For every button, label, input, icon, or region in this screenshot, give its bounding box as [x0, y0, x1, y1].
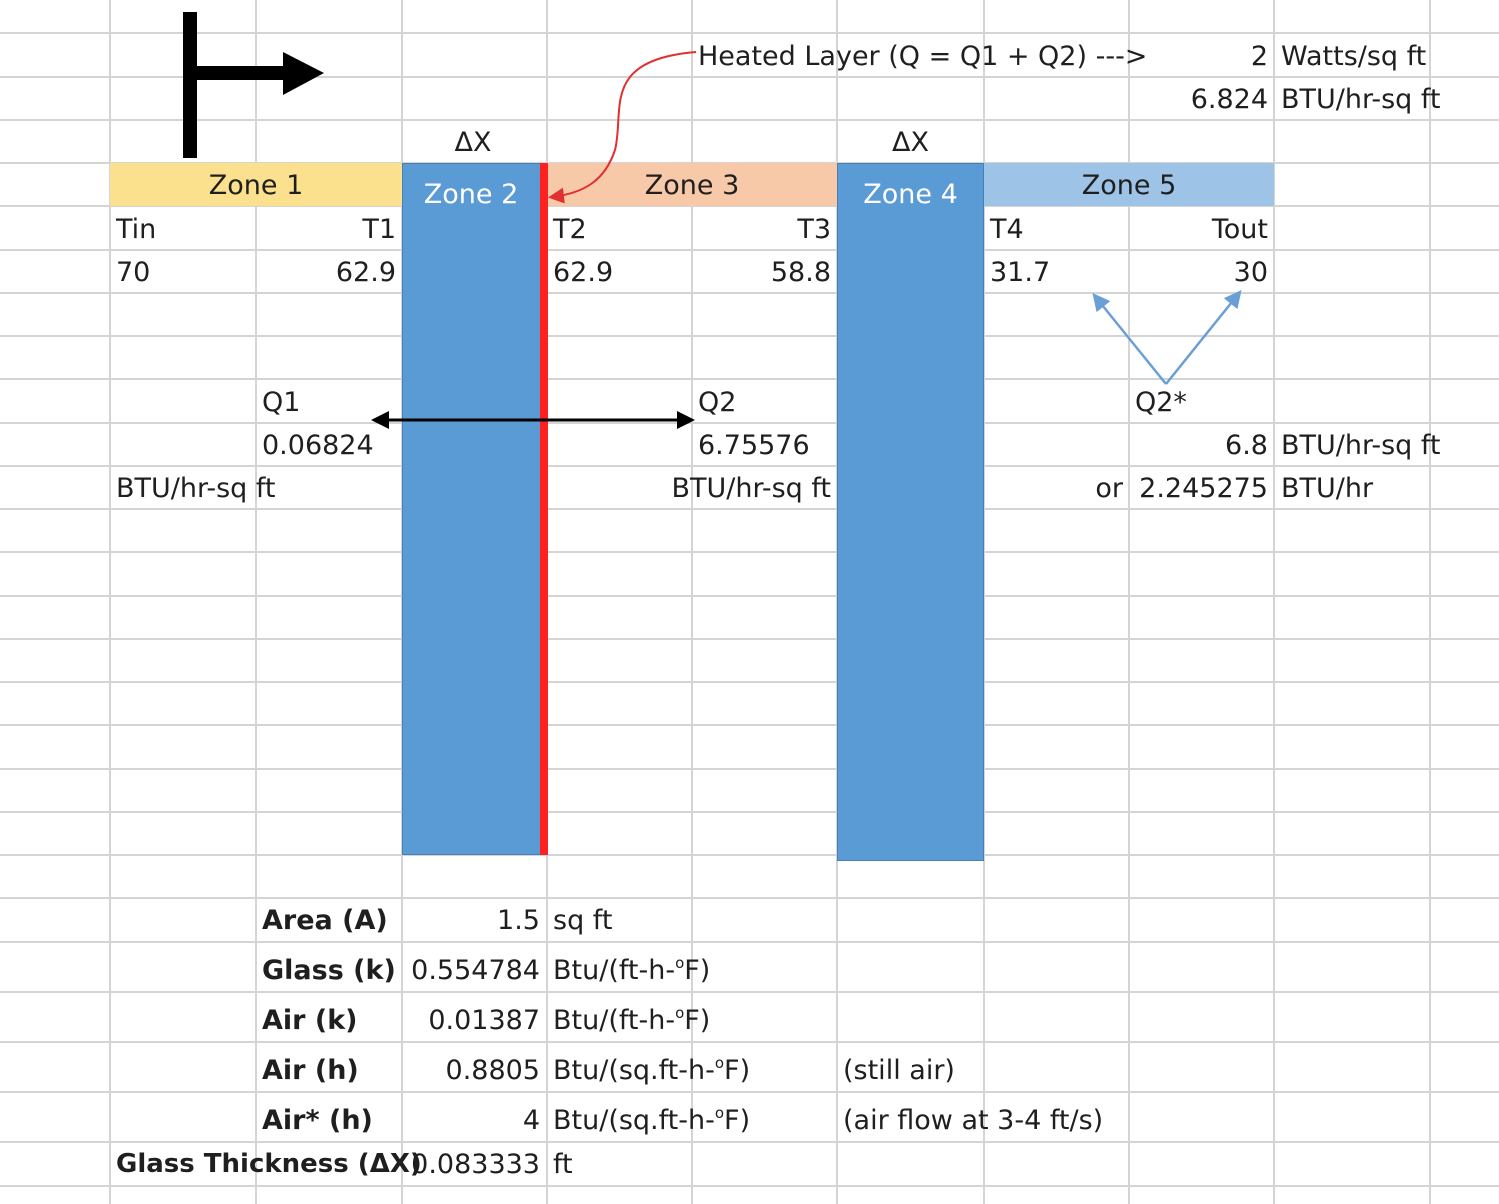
q2star-label: Q2*: [1135, 387, 1187, 418]
zone-3-label: Zone 3: [644, 170, 740, 201]
heated-layer-bar: [540, 163, 548, 855]
area-value: 1.5: [497, 905, 540, 936]
zone-1-band: [110, 163, 402, 206]
q2star-value: 6.8: [1225, 430, 1268, 461]
zone-2-label: Zone 2: [423, 179, 519, 210]
glass-thickness-unit: ft: [553, 1149, 573, 1180]
power-btu-unit: BTU/hr-sq ft: [1281, 84, 1441, 115]
or-label: or: [1095, 473, 1123, 504]
air-star-h-label: Air* (h): [262, 1105, 373, 1136]
tin-value: 70: [116, 257, 151, 288]
t3-value: 58.8: [770, 257, 831, 288]
power-unit: Watts/sq ft: [1281, 41, 1427, 72]
tout-value: 30: [1233, 257, 1268, 288]
heated-layer-pointer-arrow: [548, 51, 697, 204]
glass-thickness-label: Glass Thickness (ΔX): [116, 1149, 422, 1179]
air-k-value: 0.01387: [428, 1005, 540, 1036]
tout-label: Tout: [1211, 214, 1268, 245]
q2-unit: BTU/hr-sq ft: [671, 473, 831, 504]
air-star-h-unit: Btu/(sq.ft-h-oF): [553, 1104, 751, 1136]
air-star-h-value: 4: [522, 1105, 540, 1136]
t2-value: 62.9: [553, 257, 614, 288]
zone-1-label: Zone 1: [208, 170, 304, 201]
area-label: Area (A): [262, 905, 388, 936]
q2-value: 6.75576: [698, 430, 810, 461]
t4-label: T4: [990, 214, 1024, 245]
air-h-label: Air (h): [262, 1055, 359, 1086]
air-star-h-note: (air flow at 3-4 ft/s): [843, 1105, 1104, 1136]
q2star-arrow-left: [1092, 293, 1167, 385]
zone-5-band: [984, 163, 1274, 206]
direction-arrow-icon: [183, 12, 324, 158]
delta-x-left: ΔX: [454, 127, 492, 158]
q1-unit: BTU/hr-sq ft: [116, 473, 276, 504]
air-h-note: (still air): [843, 1055, 955, 1086]
area-unit: sq ft: [553, 905, 613, 936]
air-h-value: 0.8805: [445, 1055, 540, 1086]
zone-3-band: [547, 163, 837, 206]
power-value: 2: [1250, 41, 1268, 72]
zone-4-glass: [837, 163, 984, 861]
q1-label: Q1: [262, 387, 301, 418]
air-k-unit: Btu/(ft-h-oF): [553, 1004, 711, 1036]
power-btu-value: 6.824: [1190, 84, 1268, 115]
zone-4-label: Zone 4: [863, 179, 958, 210]
t2-label: T2: [553, 214, 587, 245]
glass-k-value: 0.554784: [411, 955, 540, 986]
q2-label: Q2: [698, 387, 737, 418]
t4-value: 31.7: [990, 257, 1051, 288]
air-h-unit: Btu/(sq.ft-h-oF): [553, 1054, 751, 1086]
q2star-arrow-right: [1165, 290, 1242, 385]
delta-x-right: ΔX: [892, 127, 929, 158]
t1-value: 62.9: [335, 257, 396, 288]
t3-label: T3: [797, 214, 831, 245]
heated-layer-label: Heated Layer (Q = Q1 + Q2) --->: [698, 41, 1148, 72]
q2star-unit: BTU/hr-sq ft: [1281, 430, 1441, 461]
q1-value: 0.06824: [262, 430, 374, 461]
glass-k-label: Glass (k): [262, 955, 396, 986]
q2star-total: 2.245275: [1139, 473, 1268, 504]
glass-k-unit: Btu/(ft-h-oF): [553, 954, 711, 986]
tin-label: Tin: [116, 214, 157, 245]
zone-5-label: Zone 5: [1081, 170, 1177, 201]
glass-thickness-value: 0.083333: [411, 1149, 540, 1180]
q2star-total-unit: BTU/hr: [1281, 473, 1374, 504]
grid-horizontal: [0, 32, 1499, 1187]
t1-label: T1: [362, 214, 396, 245]
air-k-label: Air (k): [262, 1005, 358, 1036]
